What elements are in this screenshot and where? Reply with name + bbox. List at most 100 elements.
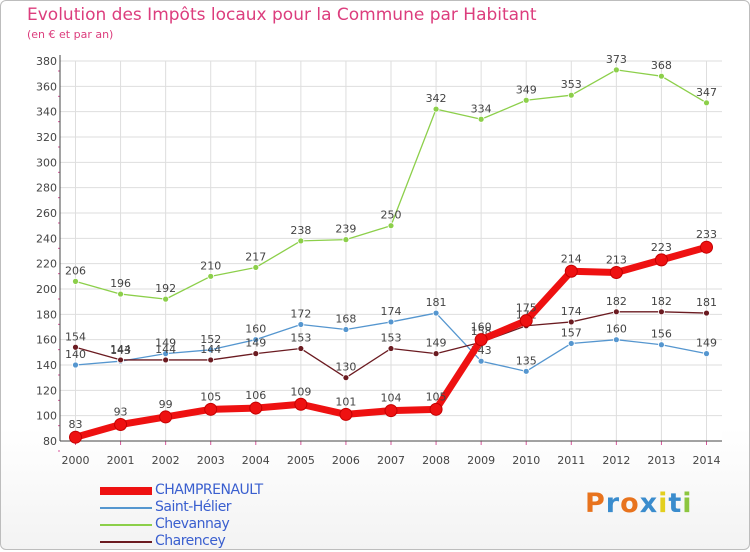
logo-letter: x — [639, 488, 659, 519]
data-point-champrenault — [654, 253, 668, 267]
data-point-champrenault — [474, 333, 488, 347]
data-label-chevannay: 342 — [426, 92, 447, 105]
data-point-chevannay — [612, 66, 620, 74]
legend-swatch — [100, 487, 152, 495]
data-point-saint-helier — [387, 318, 395, 326]
data-point-chevannay — [387, 222, 395, 230]
data-point-champrenault — [114, 418, 128, 432]
data-label-chevannay: 334 — [471, 102, 492, 115]
data-label-chevannay: 250 — [381, 209, 402, 222]
data-point-charencey — [567, 318, 575, 326]
data-point-chevannay — [72, 277, 79, 285]
data-point-charencey — [162, 356, 170, 364]
data-label-chevannay: 238 — [290, 224, 311, 237]
data-label-saint-helier: 172 — [290, 307, 311, 320]
data-label-charencey: 181 — [696, 296, 717, 309]
data-point-saint-helier — [658, 341, 665, 349]
x-tick-label: 2007 — [377, 454, 405, 467]
data-label-charencey: 174 — [561, 305, 582, 318]
data-point-champrenault — [204, 402, 218, 416]
data-point-chevannay — [297, 237, 305, 245]
data-label-charencey: 182 — [606, 295, 627, 308]
data-label-saint-helier: 160 — [606, 323, 627, 336]
data-label-charencey: 149 — [245, 337, 266, 350]
data-label-chevannay: 373 — [606, 53, 627, 66]
data-point-saint-helier — [432, 309, 440, 317]
data-label-saint-helier: 149 — [155, 337, 176, 350]
data-label-saint-helier: 149 — [696, 337, 717, 350]
legend-swatch — [100, 507, 152, 509]
data-point-saint-helier — [522, 367, 530, 375]
y-tick-label: 100 — [36, 410, 57, 423]
x-tick-label: 2001 — [107, 454, 135, 467]
x-tick-label: 2004 — [242, 454, 270, 467]
data-point-saint-helier — [703, 350, 710, 358]
data-label-champrenault: 233 — [696, 228, 717, 241]
data-label-chevannay: 196 — [110, 277, 131, 290]
data-point-chevannay — [703, 99, 710, 107]
data-label-saint-helier: 157 — [561, 326, 582, 339]
data-point-champrenault — [564, 264, 578, 278]
data-point-champrenault — [294, 397, 308, 411]
data-label-charencey: 144 — [200, 343, 221, 356]
data-label-champrenault: 105 — [200, 390, 221, 403]
legend-swatch — [100, 541, 152, 543]
x-tick-label: 2009 — [467, 454, 495, 467]
x-tick-label: 2000 — [62, 454, 90, 467]
y-tick-label: 300 — [36, 156, 57, 169]
data-label-champrenault: 83 — [69, 418, 83, 431]
y-tick-label: 80 — [43, 435, 57, 448]
legend-label: Saint-Hélier — [155, 499, 232, 515]
legend-swatch — [100, 524, 152, 526]
data-point-saint-helier — [207, 346, 215, 354]
logo-letter: t — [668, 488, 683, 519]
data-point-chevannay — [567, 91, 575, 99]
y-tick-label: 340 — [36, 106, 57, 119]
data-label-charencey: 144 — [155, 343, 176, 356]
data-label-champrenault: 105 — [426, 390, 447, 403]
x-tick-label: 2005 — [287, 454, 315, 467]
data-label-saint-helier: 140 — [65, 348, 86, 361]
data-point-champrenault — [384, 404, 398, 418]
data-label-chevannay: 210 — [200, 259, 221, 272]
data-point-champrenault — [339, 407, 353, 421]
x-tick-label: 2011 — [557, 454, 585, 467]
data-label-charencey: 130 — [335, 361, 356, 374]
data-label-saint-helier: 152 — [200, 333, 221, 346]
data-point-saint-helier — [252, 336, 260, 344]
proxiti-logo: Proxiti — [585, 488, 693, 519]
y-tick-label: 180 — [36, 308, 57, 321]
data-point-champrenault — [609, 266, 623, 280]
data-label-champrenault: 175 — [516, 302, 537, 315]
x-tick-label: 2002 — [152, 454, 180, 467]
data-label-chevannay: 239 — [335, 223, 356, 236]
data-label-champrenault: 106 — [245, 389, 266, 402]
y-tick-label: 200 — [36, 283, 57, 296]
data-point-chevannay — [432, 105, 440, 113]
data-label-champrenault: 109 — [290, 385, 311, 398]
data-point-champrenault — [69, 430, 82, 444]
data-point-chevannay — [658, 72, 665, 80]
logo-letter: r — [605, 488, 621, 519]
data-label-saint-helier: 181 — [426, 296, 447, 309]
data-point-champrenault — [519, 314, 533, 328]
x-tick-label: 2008 — [422, 454, 450, 467]
data-point-chevannay — [207, 272, 215, 280]
data-point-champrenault — [429, 402, 443, 416]
data-point-charencey — [703, 309, 710, 317]
logo-letter: o — [620, 488, 640, 519]
data-point-chevannay — [522, 96, 530, 104]
data-point-chevannay — [162, 295, 170, 303]
data-point-chevannay — [477, 115, 485, 123]
data-label-chevannay: 353 — [561, 78, 582, 91]
data-point-saint-helier — [567, 340, 575, 347]
data-label-charencey: 153 — [290, 332, 311, 345]
data-point-champrenault — [700, 240, 713, 254]
x-tick-label: 2003 — [197, 454, 225, 467]
data-point-saint-helier — [342, 326, 350, 333]
data-label-charencey: 144 — [110, 343, 131, 356]
data-point-charencey — [207, 356, 215, 364]
data-point-charencey — [612, 308, 620, 316]
x-tick-label: 2006 — [332, 454, 360, 467]
data-label-chevannay: 206 — [65, 264, 86, 277]
